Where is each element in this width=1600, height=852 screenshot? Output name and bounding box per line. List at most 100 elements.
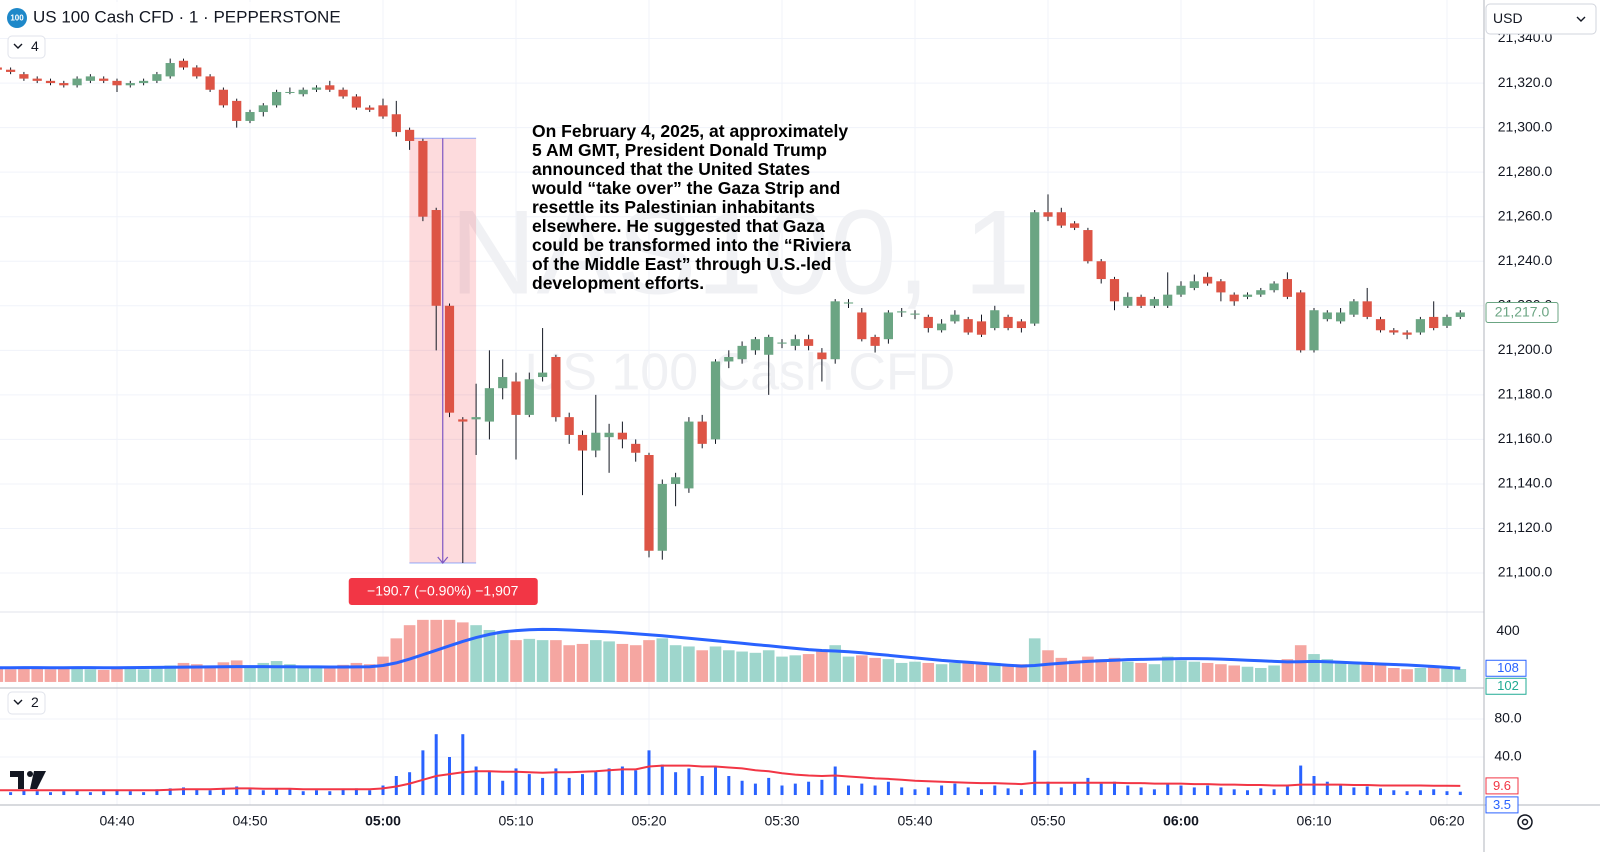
volume-bar [1055, 657, 1068, 682]
volume-bar [403, 625, 416, 682]
volume-bar [1414, 668, 1427, 682]
indicator-bar [541, 777, 545, 796]
annotation-line: 5 AM GMT, President Donald Trump [532, 140, 827, 160]
candle-body [272, 91, 282, 106]
indicator-bar [554, 768, 558, 796]
indicator-bar [620, 766, 624, 796]
volume-bar [550, 640, 562, 682]
x-tick-label: 04:50 [232, 813, 267, 829]
volume-bar [1255, 668, 1267, 682]
candle-body [245, 112, 255, 121]
volume-bar [1454, 669, 1467, 682]
indicator-bar [581, 774, 584, 796]
volume-bar [789, 655, 802, 682]
candle-body [617, 432, 627, 440]
candle-body [99, 78, 109, 81]
indicator-bar-label: 3.5 [1493, 797, 1511, 812]
candle-body [1083, 230, 1093, 262]
volume-bar [44, 669, 57, 682]
candle-body [45, 80, 56, 84]
candle-body [32, 78, 42, 81]
indicator-bar [368, 790, 372, 796]
volume-bar [417, 619, 429, 682]
volume-bar [882, 659, 895, 682]
volume-bar [563, 645, 575, 682]
indicator-bar [913, 789, 917, 796]
y-tick-label: 21,320.0 [1498, 74, 1553, 90]
candle-body [524, 379, 534, 415]
logo-shape [10, 771, 24, 789]
volume-bar [1002, 665, 1014, 682]
volume-bar [629, 645, 642, 682]
candle-body [870, 336, 880, 346]
volume-pane [0, 619, 1467, 682]
indicator-bar [993, 785, 997, 796]
indicator-bar [195, 789, 199, 796]
indicator-bar [1339, 785, 1343, 796]
candle-body [1415, 319, 1425, 333]
volume-bar [762, 650, 775, 682]
volume-bar [1148, 664, 1161, 682]
candle-body [1216, 281, 1226, 293]
indicator-bar [142, 792, 146, 796]
candle-body [644, 454, 654, 551]
candle-body [471, 417, 481, 420]
volume-bar [204, 665, 216, 682]
symbol-title[interactable]: US 100 Cash CFD · 1 · PEPPERSTONE [33, 7, 341, 26]
candle-body [910, 313, 920, 315]
logo-shape [27, 771, 33, 777]
volume-bar [470, 625, 482, 682]
volume-tick-label: 400 [1496, 622, 1520, 638]
y-tick-label: 21,120.0 [1498, 519, 1553, 535]
candle-body [737, 345, 747, 360]
indicator-bar [1046, 781, 1050, 796]
indicator-toggle[interactable] [7, 691, 46, 715]
volume-bar [1108, 657, 1121, 682]
gear-icon [1517, 814, 1533, 830]
volume-bar [1188, 661, 1201, 682]
volume-bar [58, 668, 70, 682]
indicator-bar [780, 785, 784, 796]
logo[interactable] [10, 771, 46, 789]
logo-shape [30, 771, 46, 789]
symbol-badge[interactable] [7, 8, 27, 28]
indicator-bar [261, 790, 265, 796]
volume-bar [324, 666, 336, 682]
candle-body [764, 336, 774, 355]
volume-bar [1281, 659, 1294, 682]
volume-bar [802, 654, 815, 682]
candle-body [963, 319, 973, 333]
y-tick-label: 21,180.0 [1498, 386, 1553, 402]
candle-body [72, 78, 82, 86]
candle-body [657, 483, 667, 551]
header-backdrop [0, 2, 370, 34]
indicator-bar [102, 791, 106, 796]
indicator-bar [1418, 790, 1422, 796]
indicator-bar [1232, 789, 1236, 796]
candle-body [564, 417, 574, 435]
last-price-box [1485, 301, 1559, 323]
indicator-bar [727, 776, 731, 796]
indicator-bar [647, 750, 651, 796]
volume-bar [0, 668, 4, 682]
candle-body [405, 129, 415, 141]
indicator-bar [700, 776, 704, 796]
candle-body [205, 76, 215, 90]
currency-selector[interactable] [1485, 3, 1597, 35]
candle-body [937, 323, 947, 331]
candle-body [311, 87, 322, 90]
candle-body [365, 107, 375, 110]
candle-body [551, 357, 561, 418]
indicator-count: 2 [31, 694, 39, 710]
candle-body [1296, 292, 1306, 351]
settings-button[interactable] [1517, 814, 1533, 830]
candle-body [897, 311, 907, 313]
candle-body [1322, 312, 1332, 320]
volume-bar [284, 664, 296, 682]
indicator-bar [1166, 783, 1170, 796]
candle-body [19, 74, 29, 79]
volume-value-box [1485, 677, 1527, 695]
indicator-toggle[interactable] [7, 35, 46, 59]
measure-arrowhead [437, 556, 449, 564]
indicator-bar [1126, 785, 1130, 796]
